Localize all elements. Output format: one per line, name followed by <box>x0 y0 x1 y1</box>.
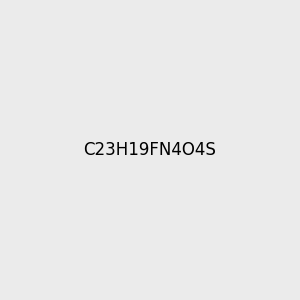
Text: C23H19FN4O4S: C23H19FN4O4S <box>84 141 216 159</box>
